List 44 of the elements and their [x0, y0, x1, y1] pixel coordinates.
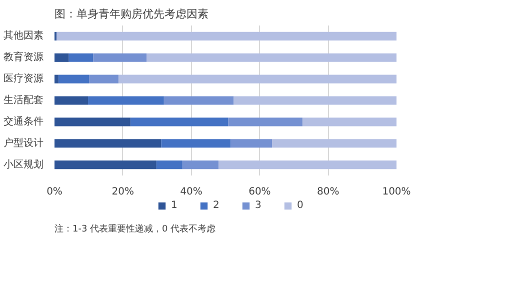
chart-title: 图：单身青年购房优先考虑因素	[54, 8, 208, 20]
x-tick-label: 100%	[382, 186, 411, 198]
y-tick-label: 教育资源	[4, 51, 44, 64]
bar	[218, 160, 396, 170]
bar	[156, 160, 182, 170]
legend-label: 3	[255, 200, 262, 211]
x-tick-label: 60%	[248, 186, 271, 198]
bar	[302, 118, 396, 126]
bar	[182, 160, 219, 170]
x-tick-label: 20%	[112, 186, 134, 198]
bar	[54, 74, 59, 84]
y-tick-label: 交通条件	[4, 115, 44, 128]
x-tick-label: 0%	[46, 186, 62, 198]
bar	[118, 74, 396, 84]
legend-label: 0	[297, 200, 304, 211]
bar	[146, 53, 396, 62]
y-tick-label: 户型设计	[4, 136, 44, 149]
bar	[228, 118, 302, 126]
bar	[54, 118, 130, 126]
bar	[54, 96, 88, 105]
bar	[54, 160, 156, 170]
y-tick-label: 生活配套	[4, 94, 44, 106]
bar	[234, 96, 396, 105]
y-tick-label: 小区规划	[4, 158, 44, 170]
bar	[54, 139, 162, 148]
bar	[272, 139, 396, 148]
bar	[89, 74, 118, 84]
text: 注：1-3 代表重要性递减，0 代表不考虑	[54, 224, 216, 234]
x-tick-label: 80%	[316, 186, 340, 198]
bar	[130, 118, 228, 126]
bar	[54, 53, 69, 62]
bar	[56, 32, 396, 40]
y-tick-label: 医疗资源	[4, 72, 44, 85]
legend-label: 2	[213, 200, 220, 211]
bar	[68, 53, 94, 62]
bar	[93, 53, 146, 62]
bar	[88, 96, 164, 105]
bar	[161, 139, 231, 148]
x-tick-label: 40%	[180, 186, 202, 198]
bar	[58, 74, 90, 84]
legend-label: 1	[171, 200, 178, 211]
bar	[164, 96, 234, 105]
bar	[230, 139, 272, 148]
y-tick-label: 其他因素	[4, 30, 44, 42]
